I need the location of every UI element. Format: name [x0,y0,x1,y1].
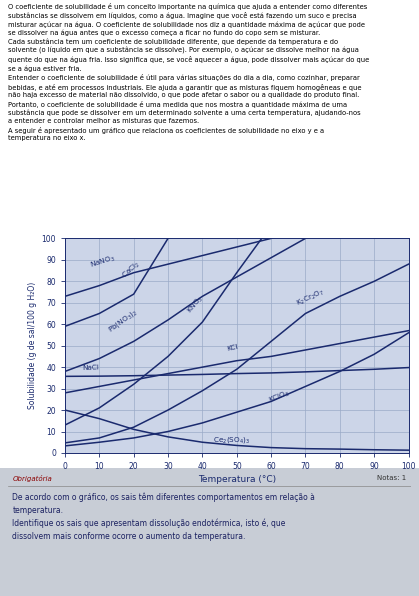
Text: KNO$_3$: KNO$_3$ [185,293,206,316]
Text: KCl: KCl [226,344,239,352]
Text: NaCl: NaCl [82,365,99,371]
Text: CaCl$_2$: CaCl$_2$ [120,259,142,281]
Text: Ce$_2$(SO$_4$)$_3$: Ce$_2$(SO$_4$)$_3$ [213,436,250,445]
Text: KClO$_3$: KClO$_3$ [268,388,292,406]
Text: K$_2$Cr$_2$O$_7$: K$_2$Cr$_2$O$_7$ [295,287,327,309]
Y-axis label: Solubilidade (g de sal/100 g H₂O): Solubilidade (g de sal/100 g H₂O) [28,282,37,409]
Text: Obrigatória: Obrigatória [13,474,52,482]
Text: O coeficiente de solubilidade é um conceito importante na química que ajuda a en: O coeficiente de solubilidade é um conce… [8,3,370,141]
Text: De acordo com o gráfico, os sais têm diferentes comportamentos em relação à
temp: De acordo com o gráfico, os sais têm dif… [13,493,315,541]
Text: Notas: 1: Notas: 1 [378,474,406,480]
Text: NaNO$_3$: NaNO$_3$ [89,253,116,271]
X-axis label: Temperatura (°C): Temperatura (°C) [198,475,276,484]
Text: Pb(NO$_3$)$_2$: Pb(NO$_3$)$_2$ [106,307,140,335]
